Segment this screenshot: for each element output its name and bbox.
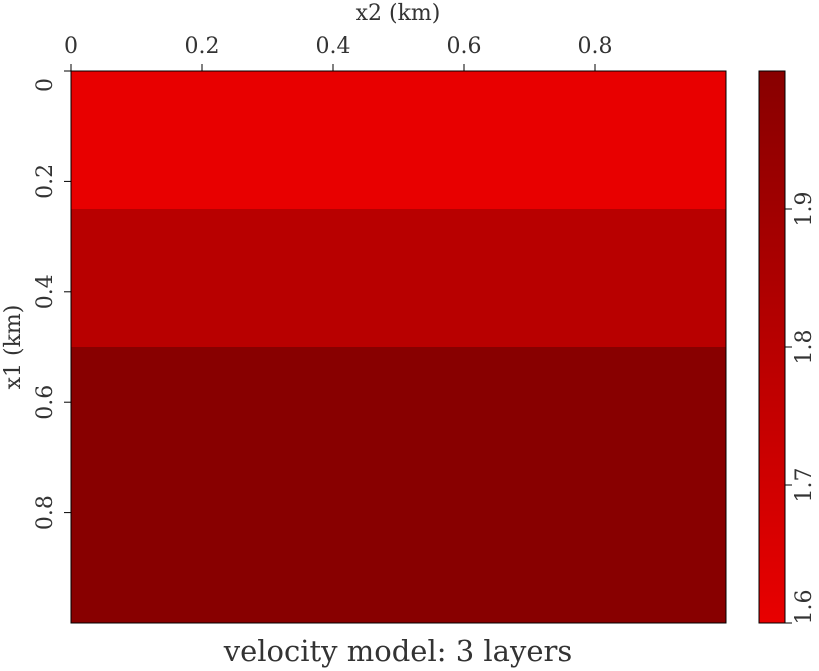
y-tick-label: 0 <box>33 78 58 92</box>
y-axis-label: x1 (km) <box>1 305 26 390</box>
chart-title: velocity model: 3 layers <box>223 634 573 668</box>
x-tick-label: 0.4 <box>316 34 351 59</box>
x-tick-label: 0.8 <box>578 34 613 59</box>
y-tick-label: 0.4 <box>33 274 58 309</box>
y-tick-label: 0.2 <box>33 164 58 199</box>
layer <box>71 71 726 209</box>
y-tick-label: 0.8 <box>33 495 58 530</box>
x-axis-label: x2 (km) <box>356 1 441 26</box>
layer <box>71 347 726 623</box>
colorbar <box>758 70 786 624</box>
x-tick-label: 0.6 <box>447 34 482 59</box>
layer <box>71 209 726 347</box>
colorbar-tick-label: 1.7 <box>792 468 817 503</box>
colorbar-tick-label: 1.6 <box>792 590 817 625</box>
x-tick-label: 0 <box>64 34 78 59</box>
y-tick-label: 0.6 <box>33 385 58 420</box>
plot-frame <box>70 70 727 624</box>
x-tick-label: 0.2 <box>185 34 220 59</box>
colorbar-tick-label: 1.9 <box>792 192 817 227</box>
colorbar-tick-label: 1.8 <box>792 330 817 365</box>
